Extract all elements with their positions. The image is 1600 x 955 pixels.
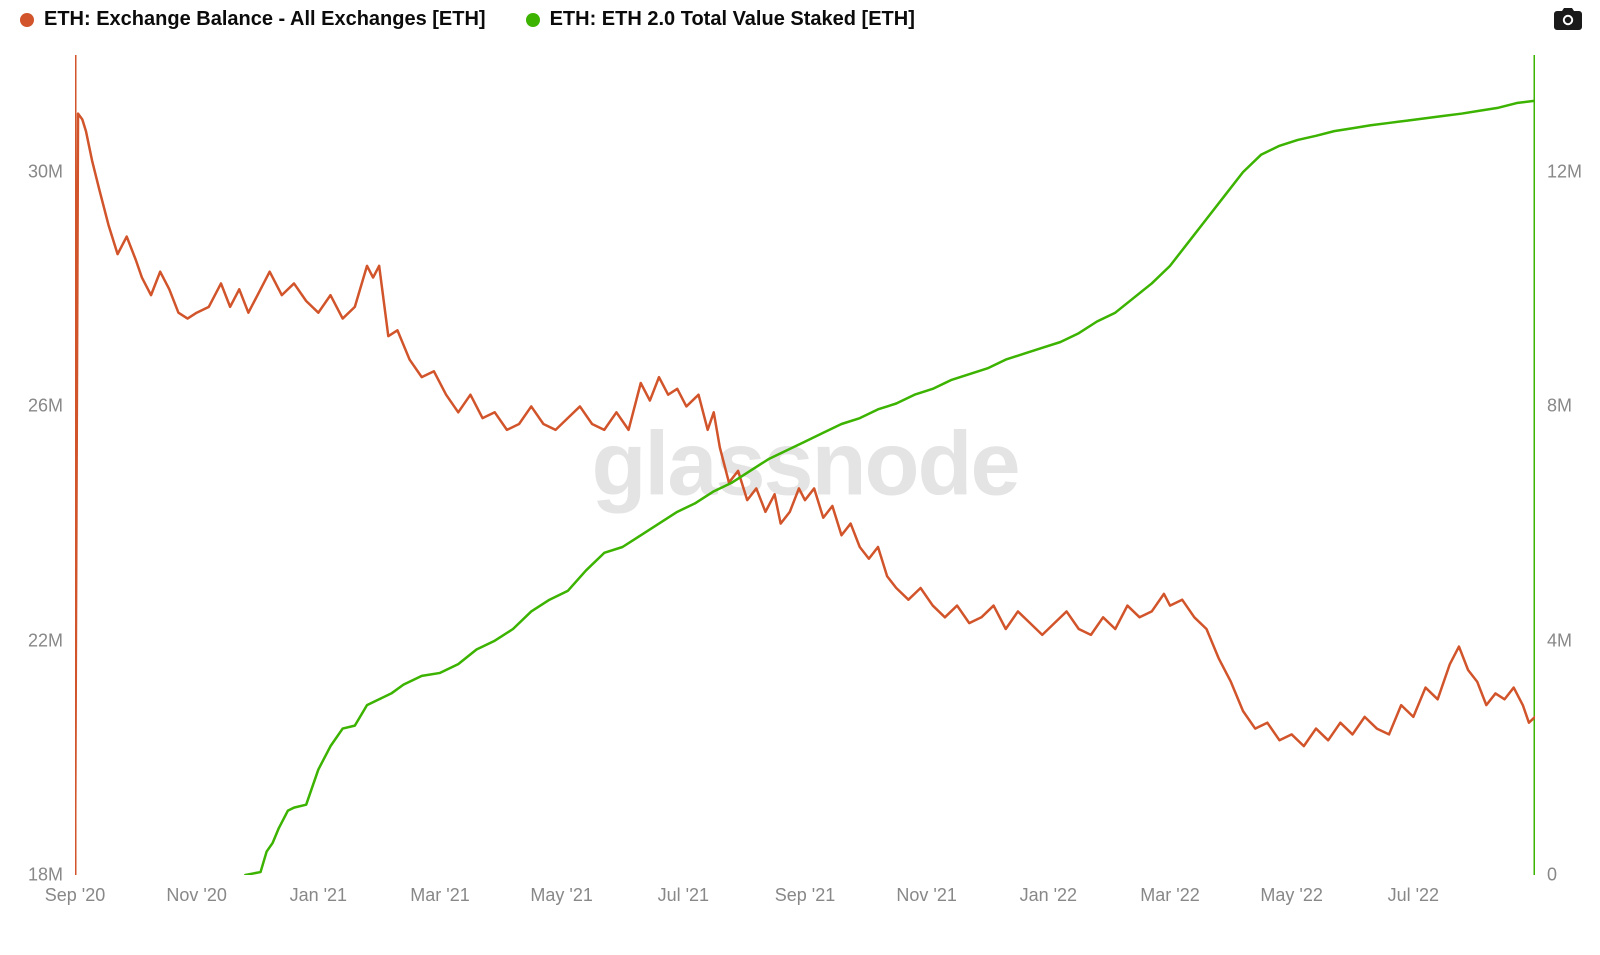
legend-label: ETH: ETH 2.0 Total Value Staked [ETH] [550,8,915,31]
legend-dot-icon [20,13,34,27]
chart-root: ETH: Exchange Balance - All Exchanges [E… [0,0,1600,955]
y-right-tick-label: 12M [1547,162,1582,183]
x-tick-label: Jan '22 [1020,885,1077,906]
y-right-tick-label: 4M [1547,630,1572,651]
x-tick-label: Mar '22 [1140,885,1199,906]
x-tick-label: Jan '21 [290,885,347,906]
x-tick-label: Nov '21 [896,885,956,906]
y-left-tick-label: 18M [28,865,63,886]
x-tick-label: Nov '20 [166,885,226,906]
y-right-tick-label: 8M [1547,396,1572,417]
series-eth2_staked [245,101,1535,875]
x-tick-label: Mar '21 [410,885,469,906]
y-right-tick-label: 0 [1547,865,1557,886]
screenshot-button[interactable] [1554,8,1582,35]
legend-dot-icon [526,13,540,27]
legend-item-1[interactable]: ETH: ETH 2.0 Total Value Staked [ETH] [526,8,915,31]
x-tick-label: Jul '22 [1388,885,1439,906]
legend-item-0[interactable]: ETH: Exchange Balance - All Exchanges [E… [20,8,486,31]
y-left-tick-label: 26M [28,396,63,417]
x-tick-label: Sep '21 [775,885,836,906]
plot-area: glassnode Sep '20Nov '20Jan '21Mar '21Ma… [75,55,1535,875]
camera-icon [1554,8,1582,30]
x-tick-label: May '22 [1260,885,1322,906]
legend: ETH: Exchange Balance - All Exchanges [E… [20,8,915,31]
x-tick-label: May '21 [530,885,592,906]
x-tick-label: Jul '21 [658,885,709,906]
y-left-tick-label: 22M [28,630,63,651]
y-left-tick-label: 30M [28,162,63,183]
x-tick-label: Sep '20 [45,885,106,906]
series-exchange_balance [75,114,1535,875]
chart-svg [75,55,1535,875]
legend-label: ETH: Exchange Balance - All Exchanges [E… [44,8,486,31]
